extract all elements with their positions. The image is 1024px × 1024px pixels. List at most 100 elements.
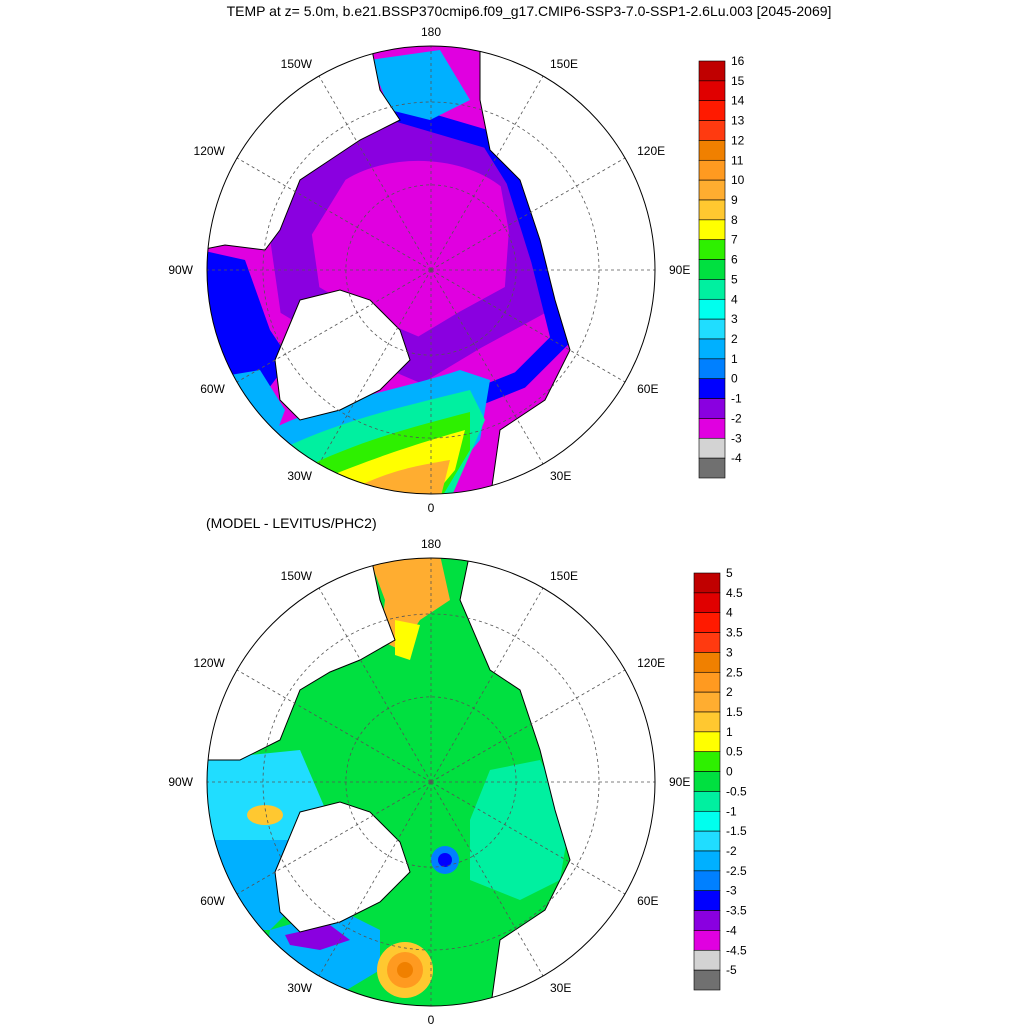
colorbar-tick-label: 4 [726,606,733,620]
lon-label: 150W [281,57,313,71]
colorbar-tick-label: 2 [731,332,738,346]
colorbar-swatch [693,612,721,633]
lon-label: 150E [550,57,578,71]
lon-label: 90E [669,263,690,277]
colorbar-swatch [698,120,726,141]
colorbar-swatch [693,671,721,693]
colorbar-swatch [698,378,726,399]
latitude-circle [345,696,517,868]
colorbar-swatch [698,100,726,121]
colorbar-tick-label: -1 [731,392,742,406]
colorbar-tick-label: 16 [731,54,745,68]
colorbar-tick-label: -2 [726,844,737,858]
colorbar-tick-label: 3.5 [726,626,743,640]
top-map-border [206,45,656,495]
lon-label: 180 [421,537,441,551]
meridian-line [236,157,432,271]
colorbar-tick-label: 0 [726,765,733,779]
bottom-map-border [206,557,656,1007]
colorbar-tick-label: 2.5 [726,665,743,679]
lon-label: 30W [287,469,312,483]
colorbar-swatch [693,930,721,951]
meridian-line [430,669,626,783]
colorbar-tick-label: 11 [731,153,744,167]
colorbar-swatch [698,338,726,360]
colorbar-swatch [698,140,726,161]
lon-label: 0 [428,1013,435,1024]
colorbar-swatch [698,318,726,340]
meridian-line [430,75,544,271]
colorbar-tick-label: 10 [731,173,745,187]
lon-label: 120W [194,144,226,158]
bottom-barents [470,760,570,900]
colorbar-tick-label: -3 [731,431,742,445]
colorbar-swatch [698,239,726,260]
lon-label: 90E [669,775,690,789]
top-shelf-band [268,118,552,384]
bottom-graticule [207,558,655,1006]
top-graticule [207,46,655,494]
meridian-line [430,781,626,895]
colorbar-swatch [698,358,726,380]
colorbar-tick-label: 3 [726,645,733,659]
colorbar-tick-label: 3 [731,312,738,326]
top-map-field [207,46,655,494]
meridian-line [236,781,432,895]
colorbar-tick-label: -3 [726,884,737,898]
bottom-norwegian-core [397,962,413,978]
colorbar-swatch [693,652,721,673]
colorbar-tick-label: 5 [731,272,738,286]
meridian-line [318,587,432,783]
colorbar-tick-label: -1 [726,804,737,818]
top-land-greenland [274,289,411,421]
bottom-panel: 180 150E 120E 90E 60E 30E 0 30W 60W 90W 120W 150W 5… [168,537,747,1024]
meridian-line [236,269,432,383]
colorbar-swatch [693,969,721,991]
meridian-line [430,781,544,977]
bottom-svalbard-core [438,853,452,867]
meridian-line [430,269,544,465]
lon-label: 180 [421,25,441,39]
lon-label: 120E [637,656,665,670]
colorbar-swatch [698,437,726,459]
meridian-line [318,75,432,271]
lon-label: 90W [168,775,193,789]
lon-label: 120W [194,656,226,670]
lon-label: 150W [281,569,313,583]
lon-label: 60E [637,894,658,908]
colorbar-tick-label: -1.5 [726,824,747,838]
colorbar-swatch [698,457,726,479]
colorbar-swatch [698,259,726,280]
colorbar-swatch [698,398,726,419]
colorbar-swatch [698,179,726,201]
colorbar-swatch [698,159,726,181]
lon-label: 60W [200,382,225,396]
colorbar-swatch [693,632,721,653]
meridian-line [430,587,544,783]
colorbar-tick-label: 0.5 [726,745,743,759]
colorbar-swatch [693,791,721,812]
lon-label: 60W [200,894,225,908]
colorbar-swatch [693,711,721,733]
colorbar-tick-label: 5 [726,566,733,580]
colorbar-tick-label: 14 [731,94,745,108]
colorbar-tick-label: 1 [731,352,738,366]
colorbar-swatch [693,572,721,594]
latitude-circle [262,101,600,439]
colorbar-swatch [693,751,721,772]
colorbar-swatch [693,850,721,872]
colorbar-tick-label: -2.5 [726,864,747,878]
colorbar-tick-label: -5 [726,963,737,977]
bottom-land-greenland [274,801,411,933]
lon-label: 30E [550,981,571,995]
colorbar-swatch [693,910,721,931]
meridian-line [318,781,432,977]
colorbar-swatch [693,691,721,713]
colorbar-swatch [693,592,721,614]
bottom-denmark-cold [285,925,350,950]
bottom-chukchi-yellow [395,620,420,660]
lon-label: 0 [428,501,435,515]
bottom-panel-title: (MODEL - LEVITUS/PHC2) [206,515,377,531]
